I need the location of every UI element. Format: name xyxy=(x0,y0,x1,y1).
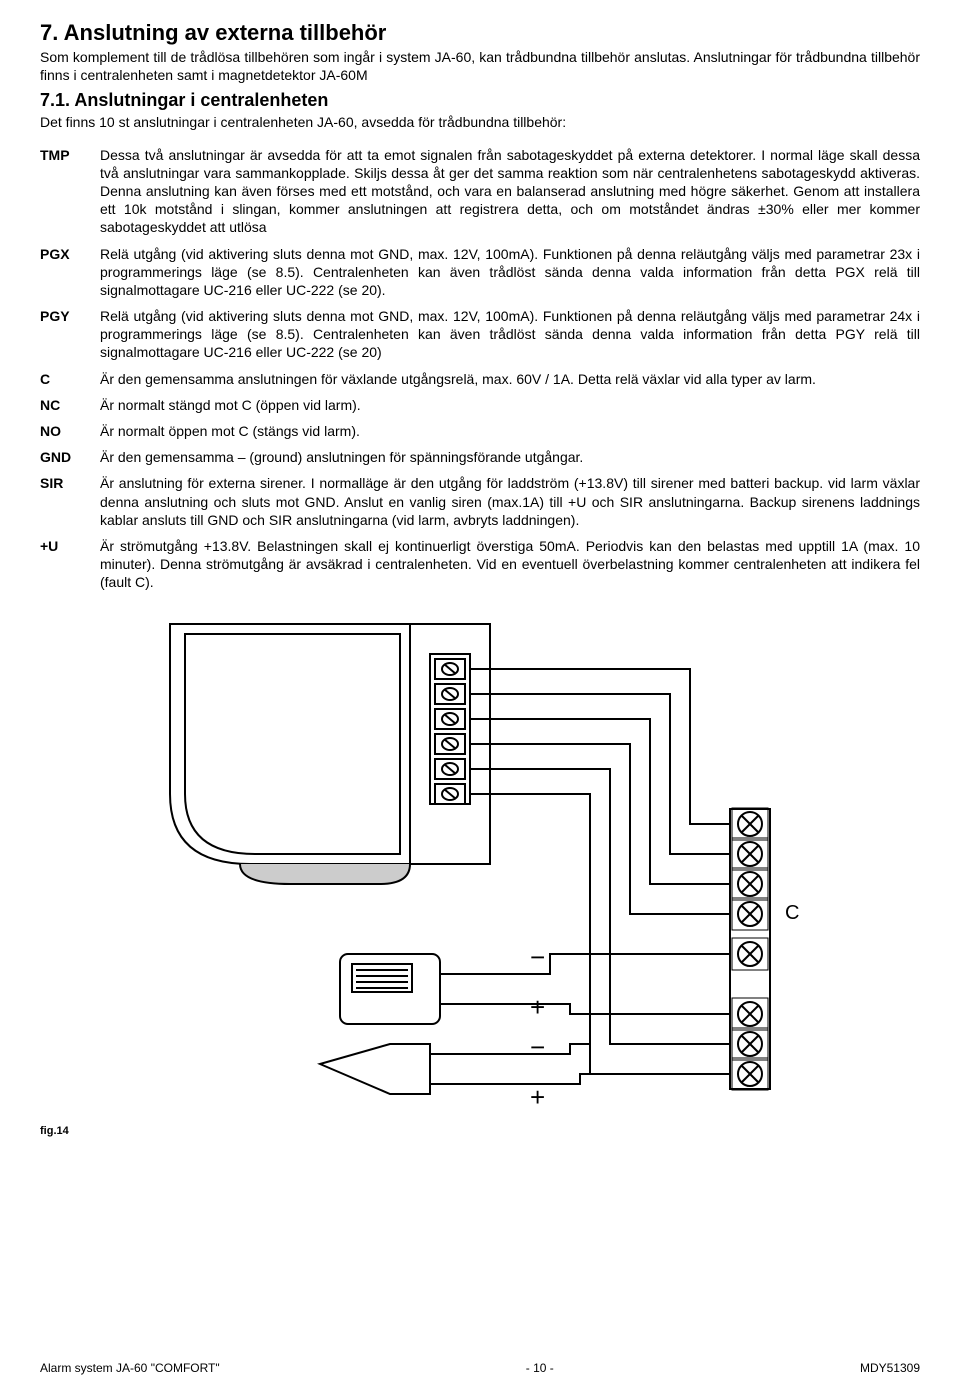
definition-term: SIR xyxy=(40,470,100,533)
definition-term: C xyxy=(40,366,100,392)
diagram-sign-1: + xyxy=(530,992,545,1022)
definition-term: PGX xyxy=(40,241,100,304)
definition-desc: Relä utgång (vid aktivering sluts denna … xyxy=(100,303,920,366)
definition-desc: Är anslutning för externa sirener. I nor… xyxy=(100,470,920,533)
definition-desc: Är strömutgång +13.8V. Belastningen skal… xyxy=(100,533,920,596)
definition-desc: Är den gemensamma anslutningen för växla… xyxy=(100,366,920,392)
definition-row: PGXRelä utgång (vid aktivering sluts den… xyxy=(40,241,920,304)
definition-term: PGY xyxy=(40,303,100,366)
definition-term: NC xyxy=(40,392,100,418)
definition-term: NO xyxy=(40,418,100,444)
wiring-diagram: C − + − + xyxy=(130,614,830,1114)
footer-left: Alarm system JA-60 "COMFORT" xyxy=(40,1361,220,1375)
figure-label: fig.14 xyxy=(40,1125,920,1137)
definition-term: GND xyxy=(40,444,100,470)
subsection-title: 7.1. Anslutningar i centralenheten xyxy=(40,90,920,111)
diagram-sign-3: + xyxy=(530,1082,545,1112)
definition-row: +UÄr strömutgång +13.8V. Belastningen sk… xyxy=(40,533,920,596)
definition-row: CÄr den gemensamma anslutningen för växl… xyxy=(40,366,920,392)
page-footer: Alarm system JA-60 "COMFORT" - 10 - MDY5… xyxy=(40,1361,920,1375)
subsection-number: 7.1. xyxy=(40,90,70,110)
definition-desc: Är normalt stängd mot C (öppen vid larm)… xyxy=(100,392,920,418)
section-intro: Som komplement till de trådlösa tillbehö… xyxy=(40,48,920,84)
definition-row: PGYRelä utgång (vid aktivering sluts den… xyxy=(40,303,920,366)
footer-center: - 10 - xyxy=(526,1361,554,1375)
diagram-sign-2: − xyxy=(530,1032,545,1062)
definitions-table: TMPDessa två anslutningar är avsedda för… xyxy=(40,142,920,596)
subsection-intro: Det finns 10 st anslutningar i centralen… xyxy=(40,113,920,131)
section-title-text: Anslutning av externa tillbehör xyxy=(64,20,387,45)
definition-desc: Relä utgång (vid aktivering sluts denna … xyxy=(100,241,920,304)
definition-desc: Är den gemensamma – (ground) anslutninge… xyxy=(100,444,920,470)
definition-term: +U xyxy=(40,533,100,596)
section-title: 7. Anslutning av externa tillbehör xyxy=(40,20,920,46)
diagram-sign-0: − xyxy=(530,942,545,972)
definition-desc: Dessa två anslutningar är avsedda för at… xyxy=(100,142,920,241)
definition-term: TMP xyxy=(40,142,100,241)
footer-right: MDY51309 xyxy=(860,1361,920,1375)
definition-row: NCÄr normalt stängd mot C (öppen vid lar… xyxy=(40,392,920,418)
definition-row: NOÄr normalt öppen mot C (stängs vid lar… xyxy=(40,418,920,444)
definition-row: SIRÄr anslutning för externa sirener. I … xyxy=(40,470,920,533)
section-number: 7. xyxy=(40,20,58,45)
diagram-label-c: C xyxy=(785,902,799,924)
definition-row: GNDÄr den gemensamma – (ground) anslutni… xyxy=(40,444,920,470)
definition-row: TMPDessa två anslutningar är avsedda för… xyxy=(40,142,920,241)
wiring-diagram-container: C − + − + xyxy=(40,614,920,1119)
subsection-title-text: Anslutningar i centralenheten xyxy=(74,90,328,110)
definition-desc: Är normalt öppen mot C (stängs vid larm)… xyxy=(100,418,920,444)
